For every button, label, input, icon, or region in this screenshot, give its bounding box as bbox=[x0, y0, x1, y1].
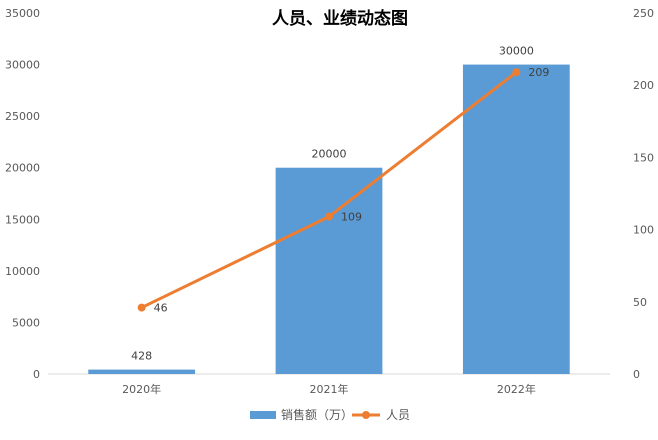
right-y-tick-label: 50 bbox=[633, 296, 647, 309]
x-tick-label: 2022年 bbox=[497, 382, 536, 396]
left-y-tick-label: 35000 bbox=[5, 7, 40, 20]
legend-line-label: 人员 bbox=[386, 408, 410, 422]
right-y-axis: 0 50 100 150 200 250 bbox=[633, 7, 654, 381]
right-y-tick-label: 250 bbox=[633, 7, 654, 20]
chart-title: 人员、业绩动态图 bbox=[272, 8, 408, 29]
line-point bbox=[325, 212, 333, 221]
line-data-label: 209 bbox=[528, 66, 549, 79]
left-y-tick-label: 15000 bbox=[5, 213, 40, 226]
right-y-tick-label: 0 bbox=[633, 368, 640, 381]
line-data-label: 46 bbox=[154, 302, 168, 315]
left-y-tick-label: 0 bbox=[33, 368, 40, 381]
bar bbox=[462, 64, 570, 375]
left-y-axis: 0 5000 10000 15000 20000 25000 30000 35000 bbox=[5, 7, 40, 381]
bar bbox=[275, 167, 383, 374]
bar-data-label: 428 bbox=[131, 350, 152, 363]
right-y-tick-label: 150 bbox=[633, 151, 654, 164]
legend-line-marker bbox=[362, 411, 370, 419]
legend: 销售额（万） 人员 bbox=[250, 407, 410, 422]
bar-data-label: 30000 bbox=[499, 45, 534, 58]
right-y-tick-label: 200 bbox=[633, 79, 654, 92]
line-point bbox=[512, 68, 521, 77]
left-y-tick-label: 30000 bbox=[5, 59, 40, 72]
left-y-tick-label: 10000 bbox=[5, 265, 40, 278]
bar bbox=[88, 369, 196, 374]
line-point bbox=[137, 303, 146, 312]
right-y-tick-label: 100 bbox=[633, 224, 654, 237]
left-y-tick-label: 25000 bbox=[5, 110, 40, 123]
bar-series: 428 20000 30000 bbox=[88, 45, 570, 375]
x-axis: 2020年 2021年 2022年 bbox=[48, 373, 610, 396]
legend-bar-label: 销售额（万） bbox=[281, 407, 353, 422]
line-data-label: 109 bbox=[341, 211, 362, 224]
legend-bar-swatch bbox=[250, 411, 276, 419]
x-tick-label: 2020年 bbox=[122, 382, 161, 396]
x-tick-label: 2021年 bbox=[310, 382, 349, 396]
bar-data-label: 20000 bbox=[312, 148, 347, 161]
left-y-tick-label: 5000 bbox=[12, 316, 40, 329]
left-y-tick-label: 20000 bbox=[5, 162, 40, 175]
line-series: 46 109 209 bbox=[137, 66, 549, 315]
